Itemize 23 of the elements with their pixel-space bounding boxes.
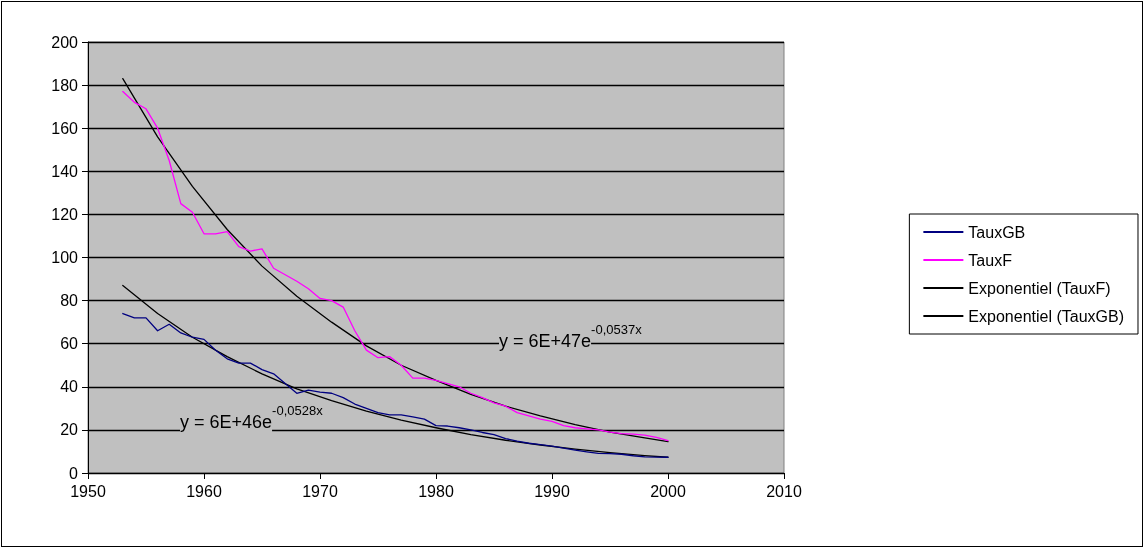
x-tick-label: 1990 <box>534 482 570 500</box>
legend-label: Exponentiel (TauxGB) <box>968 307 1125 325</box>
legend-label: TauxF <box>968 251 1013 269</box>
legend-label: TauxGB <box>968 223 1026 241</box>
y-tick-label: 120 <box>51 205 79 223</box>
y-tick-label: 20 <box>60 421 79 439</box>
y-tick-label: 40 <box>60 378 79 396</box>
x-tick-label: 1980 <box>418 482 454 500</box>
legend-label: Exponentiel (TauxF) <box>968 279 1111 297</box>
y-tick-label: 160 <box>51 119 79 137</box>
y-tick-label: 0 <box>69 464 79 482</box>
y-tick-label: 80 <box>60 292 79 310</box>
x-tick-label: 2000 <box>650 482 686 500</box>
line-series <box>122 312 669 458</box>
x-tick-label: 2010 <box>766 482 802 500</box>
y-tick-label: 200 <box>51 33 79 51</box>
x-tick-label: 1970 <box>302 482 338 500</box>
y-tick-label: 140 <box>51 162 79 180</box>
y-tick-label: 60 <box>60 335 79 353</box>
x-tick-label: 1960 <box>186 482 222 500</box>
y-tick-label: 180 <box>51 76 79 94</box>
x-tick-label: 1950 <box>70 482 106 500</box>
y-tick-label: 100 <box>51 249 79 266</box>
